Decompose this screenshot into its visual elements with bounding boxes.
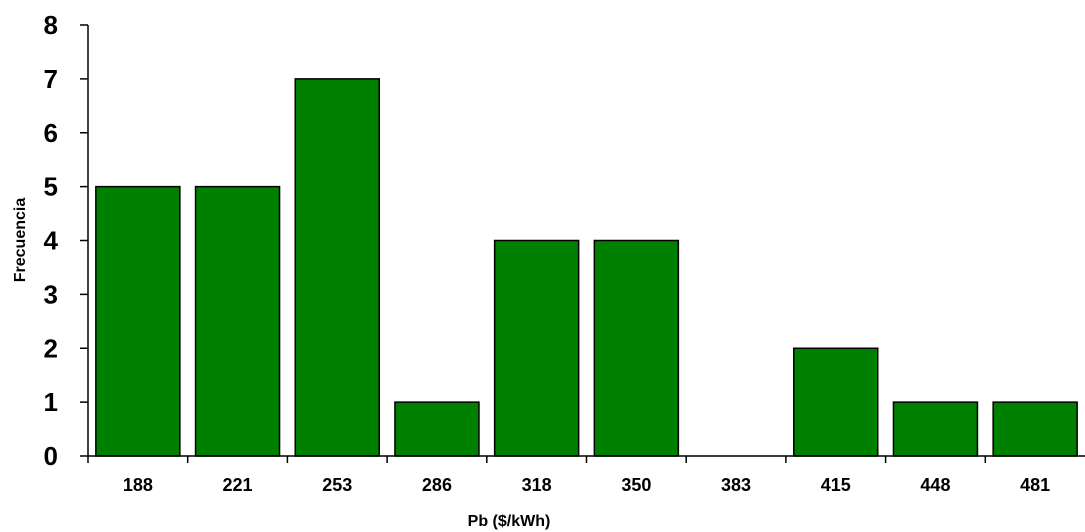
y-tick-label: 7 bbox=[44, 64, 58, 94]
x-tick-label: 481 bbox=[1020, 475, 1050, 495]
y-ticks-group: 0 1 2 3 4 5 6 7 8 bbox=[44, 10, 88, 471]
bar bbox=[593, 239, 680, 457]
x-ticks-group: 188 221 253 286 318 350 383 415 448 481 bbox=[87, 456, 1050, 495]
x-tick-label: 318 bbox=[522, 475, 552, 495]
bar bbox=[992, 401, 1078, 457]
bar bbox=[394, 401, 480, 457]
bar bbox=[892, 401, 979, 457]
bar bbox=[793, 347, 879, 457]
y-tick-label: 1 bbox=[44, 387, 58, 417]
y-tick-label: 6 bbox=[44, 118, 58, 148]
x-tick-label: 415 bbox=[821, 475, 851, 495]
y-tick-label: 8 bbox=[44, 10, 58, 40]
plot-area: 0 1 2 3 4 5 6 7 8 188 221 253 286 318 350 383 415 448 481 bbox=[44, 10, 1085, 495]
bar bbox=[294, 78, 380, 457]
y-tick-label: 2 bbox=[44, 333, 58, 363]
bar bbox=[194, 185, 281, 457]
y-tick-label: 5 bbox=[44, 172, 58, 202]
x-tick-label: 350 bbox=[621, 475, 651, 495]
x-axis-title: Pb ($/kWh) bbox=[468, 513, 551, 530]
x-tick-label: 286 bbox=[422, 475, 452, 495]
x-tick-label: 383 bbox=[721, 475, 751, 495]
bar bbox=[95, 185, 181, 457]
x-tick-label: 188 bbox=[123, 475, 153, 495]
bar bbox=[493, 239, 580, 457]
y-axis-title: Frecuencia bbox=[12, 198, 29, 283]
y-tick-label: 0 bbox=[44, 441, 58, 471]
y-tick-label: 4 bbox=[44, 226, 59, 256]
x-tick-label: 221 bbox=[223, 475, 253, 495]
y-tick-label: 3 bbox=[44, 279, 58, 309]
x-tick-label: 448 bbox=[920, 475, 950, 495]
x-tick-label: 253 bbox=[322, 475, 352, 495]
bars-group bbox=[95, 78, 1078, 457]
